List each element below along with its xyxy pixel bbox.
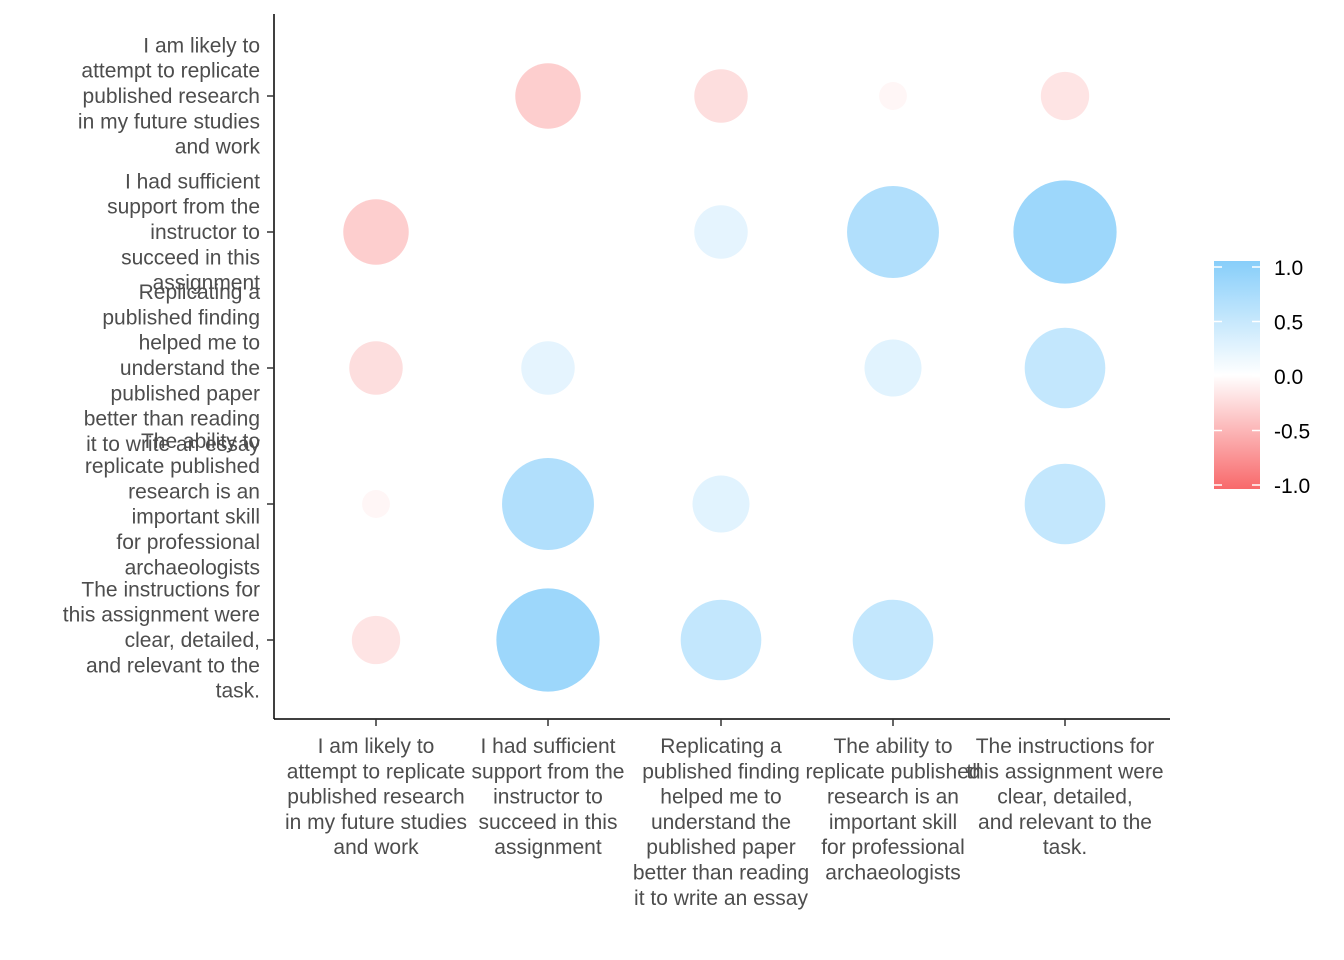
y-tick-label-5: The instructions for this assignment were…: [63, 578, 260, 702]
x-tick-label-3: Replicating a published finding helped me …: [633, 735, 809, 910]
legend-colorbar: [1214, 261, 1260, 489]
bubble-r3-c4: [864, 339, 922, 397]
bubble-r1-c4: [879, 82, 907, 110]
y-tick-label-2: I had sufficient support from the instruct…: [107, 170, 260, 294]
bubble-r4-c5: [1024, 463, 1106, 545]
y-tick-label-1: I am likely to attempt to replicate publis…: [78, 34, 261, 158]
y-tick-label-3: Replicating a published finding helped me …: [84, 281, 261, 456]
bubbles-layer: [343, 63, 1117, 692]
bubble-r5-c1: [351, 615, 401, 665]
x-ticks: I am likely to attempt to replicate publis…: [285, 719, 1164, 910]
x-tick-label-4: The ability to replicate published researc…: [805, 735, 980, 885]
y-tick-label-4: The ability to replicate published researc…: [85, 430, 260, 580]
bubble-r5-c4: [852, 599, 934, 681]
x-tick-label-5: The instructions for this assignment were…: [966, 735, 1163, 859]
bubble-r2-c5: [1013, 180, 1117, 284]
legend-tick-label-2: 0.5: [1274, 312, 1303, 335]
bubble-r3-c2: [521, 341, 575, 395]
bubble-r1-c2: [515, 63, 581, 129]
color-legend: 1.0 0.5 0.0 -0.5 -1.0: [1214, 257, 1310, 498]
bubble-r5-c3: [680, 599, 762, 681]
bubble-r2-c4: [847, 186, 939, 278]
x-tick-label-1: I am likely to attempt to replicate publis…: [285, 735, 467, 859]
bubble-r4-c1: [362, 490, 390, 518]
axes-layer: [273, 14, 1170, 720]
bubble-r4-c3: [692, 475, 750, 533]
legend-tick-label-3: 0.0: [1274, 366, 1303, 389]
bubble-r3-c5: [1024, 327, 1106, 409]
bubble-r1-c5: [1040, 71, 1090, 121]
bubble-r1-c3: [694, 69, 748, 123]
bubble-r5-c2: [496, 588, 600, 692]
bubble-r3-c1: [349, 341, 403, 395]
bubble-r4-c2: [502, 458, 594, 550]
y-ticks: I am likely to attempt to replicate publis…: [63, 34, 274, 703]
bubble-r2-c3: [694, 205, 748, 259]
x-tick-label-2: I had sufficient support from the instruct…: [472, 735, 625, 859]
bubble-r2-c1: [343, 199, 409, 265]
legend-tick-label-4: -0.5: [1274, 421, 1310, 444]
legend-tick-label-5: -1.0: [1274, 475, 1310, 498]
legend-tick-label-1: 1.0: [1274, 257, 1303, 280]
